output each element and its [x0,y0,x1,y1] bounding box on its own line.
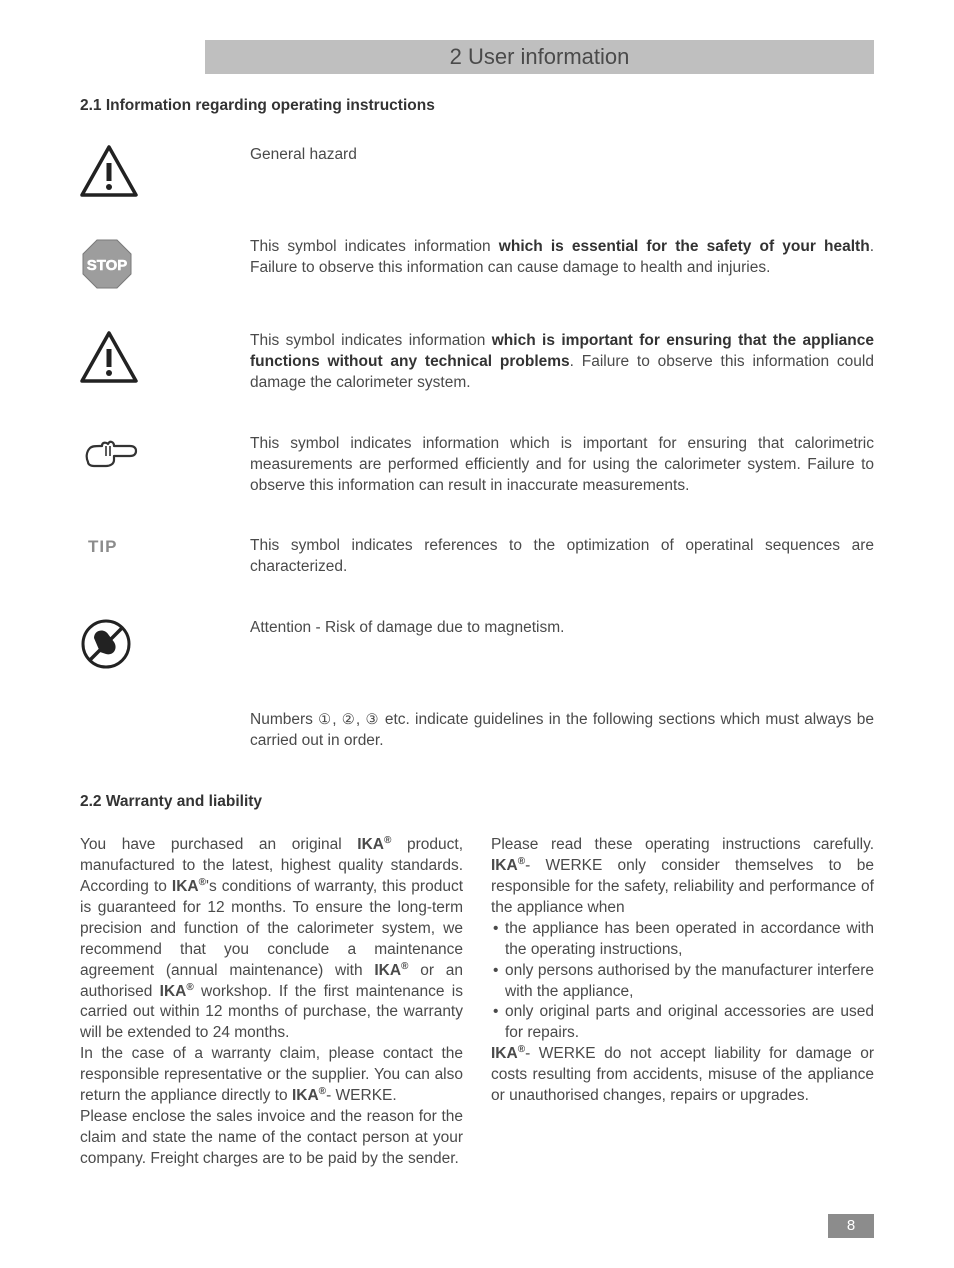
symbol-row: This symbol indicates information which … [80,331,874,394]
symbol-cell [80,618,250,670]
symbol-row: This symbol indicates information which … [80,434,874,497]
symbol-row: Attention - Risk of damage due to magnet… [80,618,874,670]
warranty-bullet-list: the appliance has been operated in accor… [491,919,874,1045]
pointing-hand-icon [80,434,144,474]
warranty-text-left: You have purchased an original IKA® prod… [80,835,463,1170]
svg-text:STOP: STOP [87,257,128,274]
page-number-badge: 8 [828,1214,874,1238]
symbol-row: Numbers ①, ②, ③ etc. indicate guidelines… [80,710,874,752]
warranty-col-left: You have purchased an original IKA® prod… [80,835,463,1170]
warning-triangle-icon [80,145,138,197]
symbol-cell [80,434,250,474]
symbol-cell: TIP [80,536,250,559]
symbol-cell [80,331,250,383]
two-column-layout: You have purchased an original IKA® prod… [80,835,874,1170]
chapter-title-bar: 2 User information [205,40,874,74]
page-number: 8 [847,1216,855,1236]
warranty-text-right-intro: Please read these operating instructions… [491,835,874,919]
symbol-description: This symbol indicates information which … [250,434,874,497]
symbol-row: STOP This symbol indicates information w… [80,237,874,291]
document-page: 2 User information 2.1 Information regar… [0,0,954,1268]
list-item: only persons authorised by the manufactu… [491,961,874,1003]
symbol-description: Attention - Risk of damage due to magnet… [250,618,874,639]
tip-label: TIP [88,536,117,559]
stop-sign-icon: STOP [80,237,134,291]
symbol-description: This symbol indicates references to the … [250,536,874,578]
magnet-warning-icon [80,618,132,670]
warranty-text-right-after: IKA®- WERKE do not accept liability for … [491,1044,874,1107]
symbol-cell [80,145,250,197]
symbol-description: General hazard [250,145,874,166]
chapter-title: 2 User information [450,42,630,72]
warranty-col-right: Please read these operating instructions… [491,835,874,1170]
symbol-rows-container: General hazard STOP This symbol indicate… [80,145,874,752]
section-2-1: 2.1 Information regarding operating inst… [80,96,874,752]
list-item: only original parts and original accesso… [491,1002,874,1044]
symbol-cell: STOP [80,237,250,291]
symbol-row: TIP This symbol indicates references to t… [80,536,874,578]
warning-triangle-icon [80,331,138,383]
symbol-description: This symbol indicates information which … [250,331,874,394]
symbol-description: This symbol indicates information which … [250,237,874,279]
symbol-description: Numbers ①, ②, ③ etc. indicate guidelines… [250,710,874,752]
symbol-row: General hazard [80,145,874,197]
section-heading: 2.2 Warranty and liability [80,792,874,813]
section-2-2: 2.2 Warranty and liability You have purc… [80,792,874,1170]
section-heading: 2.1 Information regarding operating inst… [80,96,874,117]
list-item: the appliance has been operated in accor… [491,919,874,961]
